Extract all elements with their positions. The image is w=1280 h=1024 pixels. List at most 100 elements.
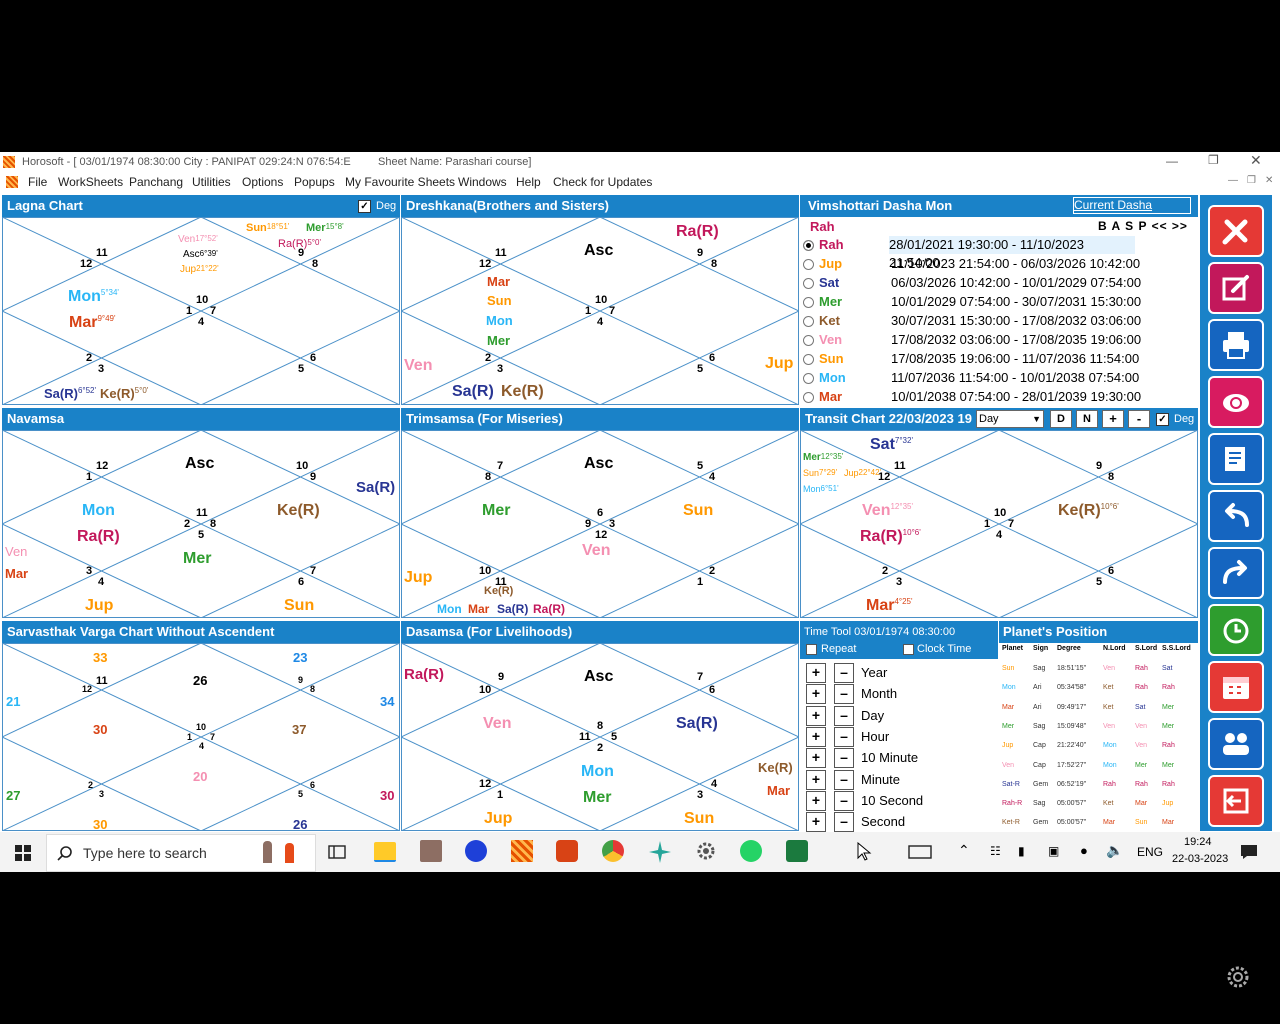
- battery-icon[interactable]: ▮: [1018, 844, 1025, 858]
- meeting-button[interactable]: [1208, 718, 1264, 770]
- calendar-button[interactable]: [1208, 661, 1264, 713]
- clock-time-checkbox[interactable]: [903, 644, 914, 655]
- lagna-deg-checkbox[interactable]: ✓: [358, 200, 371, 213]
- plus-button[interactable]: +: [806, 791, 826, 811]
- minus-button[interactable]: –: [834, 812, 854, 832]
- menu-panchang[interactable]: Panchang: [129, 175, 184, 189]
- current-dasha-button[interactable]: Current Dasha: [1073, 197, 1191, 214]
- dasha-row[interactable]: Mar 10/01/2038 07:54:00 - 28/01/2039 19:3…: [800, 388, 1200, 407]
- forward-button[interactable]: [1208, 547, 1264, 599]
- mdi-close-icon[interactable]: ✕: [1265, 175, 1274, 186]
- house-number: 10: [196, 722, 207, 732]
- radio-button[interactable]: [803, 259, 814, 270]
- menu-windows[interactable]: Windows: [458, 175, 507, 189]
- tools-button[interactable]: [1208, 205, 1264, 257]
- dasha-row[interactable]: Ket 30/07/2031 15:30:00 - 17/08/2032 03:0…: [800, 312, 1200, 331]
- dasha-row[interactable]: Mon 11/07/2036 11:54:00 - 10/01/2038 07:5…: [800, 369, 1200, 388]
- radio-button[interactable]: [803, 278, 814, 289]
- language-indicator[interactable]: ENG: [1137, 845, 1164, 859]
- dasha-row[interactable]: Sat 06/03/2026 10:42:00 - 10/01/2029 07:5…: [800, 274, 1200, 293]
- powerpoint-icon[interactable]: [556, 840, 578, 862]
- dasha-row[interactable]: Mer 10/01/2029 07:54:00 - 30/07/2031 15:3…: [800, 293, 1200, 312]
- radio-button[interactable]: [803, 354, 814, 365]
- whatsapp-icon[interactable]: [740, 840, 762, 862]
- menu-check-updates[interactable]: Check for Updates: [553, 175, 653, 189]
- close-icon[interactable]: ✕: [1250, 152, 1262, 168]
- settings-gear-icon[interactable]: [695, 840, 717, 862]
- sparkle-app-icon[interactable]: [648, 840, 672, 864]
- minus-button[interactable]: –: [834, 727, 854, 747]
- minus-button[interactable]: –: [834, 684, 854, 704]
- minus-button[interactable]: –: [834, 770, 854, 790]
- speaker-icon[interactable]: 🔈: [1106, 842, 1124, 858]
- plus-button[interactable]: +: [806, 770, 826, 790]
- menu-popups[interactable]: Popups: [294, 175, 335, 189]
- dasha-row[interactable]: Jup 11/10/2023 21:54:00 - 06/03/2026 10:4…: [800, 255, 1200, 274]
- app-icon[interactable]: [420, 840, 442, 862]
- task-view-icon[interactable]: [328, 844, 346, 860]
- menu-file[interactable]: File: [28, 175, 48, 189]
- excel-icon[interactable]: [786, 840, 808, 862]
- plus-button[interactable]: +: [806, 812, 826, 832]
- notes-button[interactable]: [1208, 433, 1264, 485]
- transit-n-button[interactable]: N: [1076, 410, 1098, 428]
- transit-d-button[interactable]: D: [1050, 410, 1072, 428]
- plus-button[interactable]: +: [806, 727, 826, 747]
- zoom-icon[interactable]: [465, 840, 487, 862]
- clock-date[interactable]: 22-03-2023: [1172, 853, 1229, 865]
- horosoft-icon[interactable]: [511, 840, 533, 862]
- transit-step-select[interactable]: Day ▼: [976, 410, 1044, 428]
- display-icon[interactable]: ▣: [1048, 844, 1060, 858]
- radio-button[interactable]: [803, 373, 814, 384]
- radio-button[interactable]: [803, 392, 814, 403]
- settings-gear-icon[interactable]: [1225, 964, 1251, 990]
- minus-button[interactable]: –: [834, 791, 854, 811]
- edit-button[interactable]: [1208, 262, 1264, 314]
- restore-icon[interactable]: ❐: [1208, 153, 1219, 167]
- chevron-up-icon[interactable]: ⌃: [958, 842, 970, 858]
- network-icon[interactable]: ☷: [990, 844, 1001, 858]
- repeat-checkbox[interactable]: [806, 644, 817, 655]
- radio-button[interactable]: [803, 316, 814, 327]
- minus-button[interactable]: –: [834, 748, 854, 768]
- radio-button[interactable]: [803, 297, 814, 308]
- clock-time[interactable]: 19:24: [1184, 836, 1212, 848]
- dasha-row[interactable]: Sun 17/08/2035 19:06:00 - 11/07/2036 11:5…: [800, 350, 1200, 369]
- plus-button[interactable]: +: [806, 684, 826, 704]
- radio-button[interactable]: [803, 335, 814, 346]
- mdi-restore-icon[interactable]: ❐: [1247, 175, 1256, 186]
- back-button[interactable]: [1208, 490, 1264, 542]
- transit-minus-button[interactable]: -: [1128, 410, 1150, 428]
- transit-plus-button[interactable]: +: [1102, 410, 1124, 428]
- transit-deg-checkbox[interactable]: ✓: [1156, 413, 1169, 426]
- keyboard-icon[interactable]: [908, 844, 932, 860]
- plus-button[interactable]: +: [806, 748, 826, 768]
- mdi-minimize-icon[interactable]: —: [1228, 175, 1238, 186]
- menu-utilities[interactable]: Utilities: [192, 175, 231, 189]
- notification-icon[interactable]: [1240, 844, 1258, 860]
- print-button[interactable]: [1208, 319, 1264, 371]
- chrome-icon[interactable]: [602, 840, 624, 862]
- minimize-icon[interactable]: —: [1166, 154, 1178, 168]
- menu-worksheets[interactable]: WorkSheets: [58, 175, 124, 189]
- dasha-navigation[interactable]: B A S P << >>: [1098, 219, 1188, 233]
- file-explorer-icon[interactable]: [374, 842, 396, 862]
- menu-help[interactable]: Help: [516, 175, 541, 189]
- menu-options[interactable]: Options: [242, 175, 284, 189]
- planet-jup: Jup22°42': [844, 468, 882, 478]
- chart-grid: [2, 217, 400, 405]
- plus-button[interactable]: +: [806, 663, 826, 683]
- dasha-row[interactable]: Ven 17/08/2032 03:06:00 - 17/08/2035 19:0…: [800, 331, 1200, 350]
- dasha-row[interactable]: Rah 28/01/2021 19:30:00 - 11/10/2023 21:…: [800, 236, 1200, 270]
- minus-button[interactable]: –: [834, 663, 854, 683]
- plus-button[interactable]: +: [806, 706, 826, 726]
- microphone-icon[interactable]: ●: [1080, 843, 1088, 858]
- menu-favourite-sheets[interactable]: My Favourite Sheets: [345, 175, 456, 189]
- windows-start-icon[interactable]: [15, 845, 31, 861]
- clock-button[interactable]: [1208, 604, 1264, 656]
- exit-button[interactable]: [1208, 775, 1264, 827]
- cloud-sync-button[interactable]: [1208, 376, 1264, 428]
- radio-button[interactable]: [803, 240, 814, 251]
- taskbar-search-box[interactable]: Type here to search: [46, 834, 316, 872]
- minus-button[interactable]: –: [834, 706, 854, 726]
